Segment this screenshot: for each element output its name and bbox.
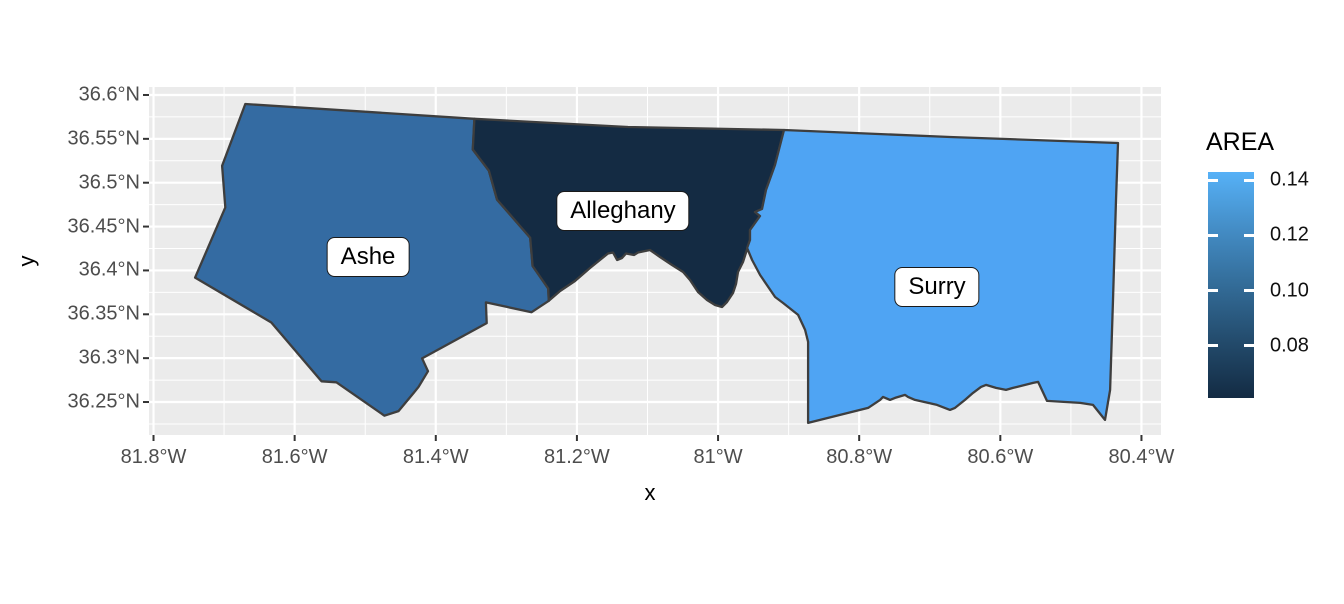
legend-tick-mark <box>1244 344 1254 347</box>
county-label-ashe: Ashe <box>326 237 410 278</box>
legend-tick-mark <box>1208 179 1218 182</box>
legend-tick-label: 0.10 <box>1270 279 1309 301</box>
legend-tick-mark <box>1244 289 1254 292</box>
y-tick-label: 36.5°N <box>78 171 140 194</box>
county-label-alleghany: Alleghany <box>556 190 690 231</box>
x-tick-label: 81.4°W <box>402 446 469 468</box>
legend-tick-label: 0.12 <box>1270 223 1309 246</box>
x-tick-label: 80.8°W <box>826 446 893 468</box>
y-tick-label: 36.3°N <box>78 346 140 369</box>
x-tick-label: 81°W <box>693 446 743 468</box>
legend-tick-label: 0.14 <box>1270 168 1309 191</box>
legend-tick-label: 0.08 <box>1270 334 1309 357</box>
legend-tick-mark <box>1208 289 1218 292</box>
x-tick-label: 80.6°W <box>967 446 1034 468</box>
x-tick-label: 81.8°W <box>120 446 187 468</box>
y-tick-label: 36.4°N <box>78 258 140 281</box>
y-tick-label: 36.55°N <box>67 127 141 150</box>
legend-title: AREA <box>1206 128 1275 156</box>
legend-colorbar <box>1208 172 1254 398</box>
legend-tick-mark <box>1244 234 1254 237</box>
county-label-surry: Surry <box>894 266 980 307</box>
y-axis-title: y <box>14 255 39 267</box>
y-tick-label: 36.25°N <box>67 390 141 413</box>
legend-tick-mark <box>1208 234 1218 237</box>
x-tick-label: 80.4°W <box>1108 446 1175 468</box>
y-tick-label: 36.6°N <box>78 83 140 106</box>
legend-tick-mark <box>1208 344 1218 347</box>
y-tick-label: 36.35°N <box>67 302 141 325</box>
y-tick-label: 36.45°N <box>67 215 141 238</box>
legend-tick-mark <box>1244 179 1254 182</box>
x-axis-title: x <box>644 480 656 505</box>
x-tick-label: 81.2°W <box>544 446 610 468</box>
x-tick-label: 81.6°W <box>261 446 328 468</box>
